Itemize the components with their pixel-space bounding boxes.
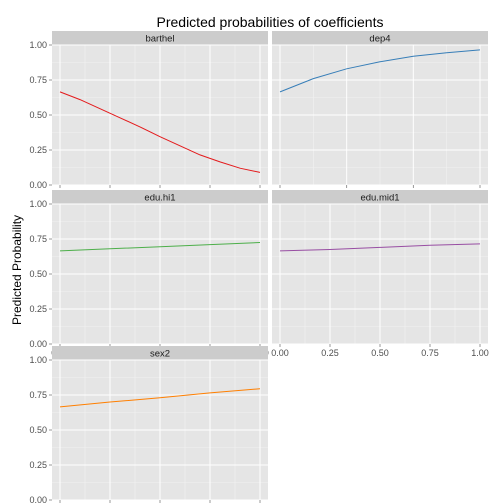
facet-strip — [272, 31, 488, 45]
series-line-barthel — [59, 91, 261, 173]
facet-strip — [52, 346, 268, 360]
series-line-edu.hi1 — [59, 242, 261, 252]
facet-dep4: dep40123 — [272, 31, 488, 199]
chart-title: Predicted probabilities of coefficients — [157, 14, 384, 30]
series-line-dep4 — [279, 49, 481, 93]
facet-strip — [52, 31, 268, 45]
y-tick-label: 0.25 — [29, 460, 47, 470]
facet-strip-label: dep4 — [369, 34, 390, 45]
facet-sex2: sex20.000.250.500.751.000.000.250.500.75… — [29, 346, 268, 504]
y-axis-label: Predicted Probability — [10, 215, 24, 325]
facet-strip — [272, 190, 488, 204]
y-tick-label: 1.00 — [29, 199, 47, 209]
x-tick-label: 0.50 — [371, 348, 389, 358]
y-tick-label: 0.25 — [29, 304, 47, 314]
y-tick-label: 0.50 — [29, 269, 47, 279]
y-tick-label: 0.75 — [29, 234, 47, 244]
y-tick-label: 0.25 — [29, 145, 47, 155]
facet-strip-label: edu.hi1 — [144, 193, 175, 204]
y-tick-label: 0.75 — [29, 390, 47, 400]
facet-strip-label: barthel — [145, 34, 174, 45]
facet-strip-label: edu.mid1 — [360, 193, 399, 204]
y-tick-label: 1.00 — [29, 40, 47, 50]
facet-barthel: barthel02550751000.000.250.500.751.00 — [29, 31, 268, 199]
series-line-edu.mid1 — [279, 243, 481, 252]
x-tick-label: 0.25 — [321, 348, 339, 358]
y-tick-label: 0.75 — [29, 75, 47, 85]
x-tick-label: 0.00 — [271, 348, 289, 358]
series-line-sex2 — [59, 388, 261, 408]
y-tick-label: 1.00 — [29, 355, 47, 365]
facet-strip-label: sex2 — [150, 349, 170, 360]
x-tick-label: 0.75 — [421, 348, 439, 358]
facet-edu.hi1: edu.hi10.000.250.500.751.000.000.250.500… — [29, 190, 269, 358]
y-tick-label: 0.00 — [29, 495, 47, 504]
x-tick-label: 1.00 — [471, 348, 489, 358]
y-tick-label: 0.50 — [29, 425, 47, 435]
y-tick-label: 0.00 — [29, 339, 47, 349]
facet-edu.mid1: edu.mid1 0.00 0.25 0.50 0.75 1.00 — [271, 190, 489, 358]
facet-grid: barthel02550751000.000.250.500.751.00dep… — [29, 31, 489, 504]
y-tick-label: 0.50 — [29, 110, 47, 120]
y-tick-label: 0.00 — [29, 180, 47, 190]
facet-strip — [52, 190, 268, 204]
